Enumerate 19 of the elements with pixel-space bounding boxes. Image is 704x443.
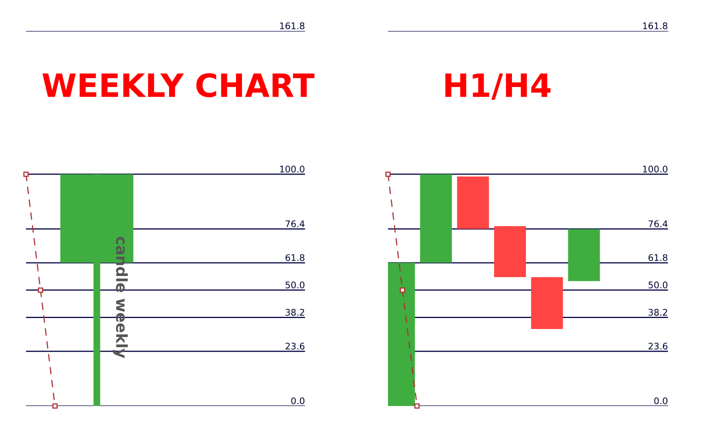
annotation: candle weekly <box>112 236 128 358</box>
y-tick-label: 161.8 <box>643 22 668 30</box>
y-tick-label: 0.0 <box>654 397 668 404</box>
y-tick-label: 23.6 <box>648 342 668 350</box>
y-tick-label: 161.8 <box>280 22 304 30</box>
y-tick-label: 38.2 <box>648 308 668 316</box>
y-tick-label: 100.0 <box>280 166 304 172</box>
y-tick-label: 23.6 <box>286 342 304 350</box>
y-tick-label: 50.0 <box>648 282 668 288</box>
text: WEEKLY CHART <box>42 73 314 98</box>
y-tick-label: 38.2 <box>286 308 304 316</box>
text: H1/H4 <box>445 74 551 100</box>
y-tick-label: 76.4 <box>648 220 668 228</box>
y-tick-label: 0.0 <box>291 397 304 404</box>
y-tick-label: 50.0 <box>286 282 304 288</box>
y-tick-label: 100.0 <box>643 166 668 172</box>
y-tick-label: 61.8 <box>286 254 304 262</box>
y-tick-label: 76.4 <box>286 220 304 228</box>
y-tick-label: 61.8 <box>648 254 668 262</box>
